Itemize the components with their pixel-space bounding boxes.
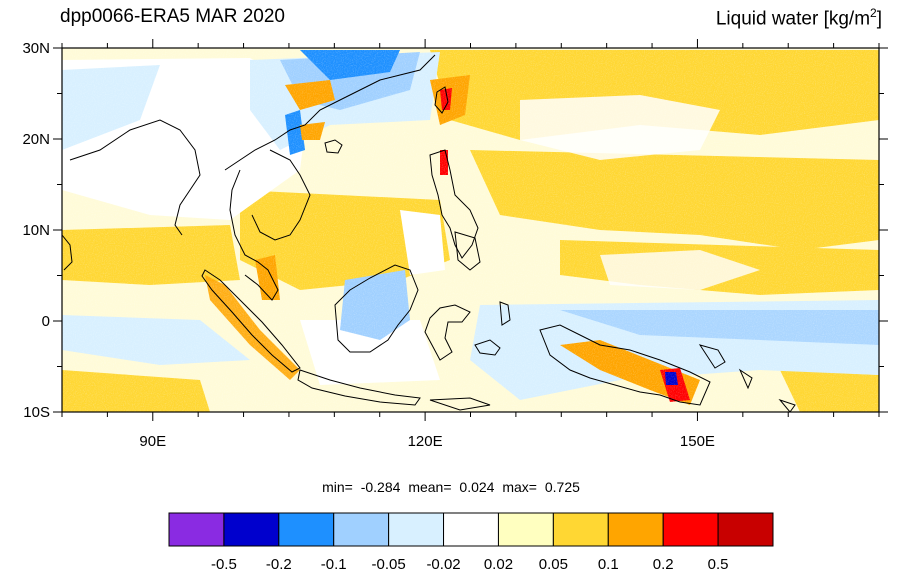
colorbar-label: 0.02 [484, 556, 513, 573]
colorbar-swatch [333, 512, 390, 547]
colorbar-swatch [717, 512, 774, 547]
colorbar-label: -0.1 [321, 556, 347, 573]
colorbar-swatch [662, 512, 719, 547]
colorbar-label: -0.02 [426, 556, 460, 573]
colorbar-swatch [552, 512, 609, 547]
colorbar-swatch [278, 512, 335, 547]
colorbar [168, 512, 774, 547]
colorbar-label: -0.05 [372, 556, 406, 573]
colorbar-labels: -0.5 -0.2 -0.1 -0.05 -0.02 0.02 0.05 0.1 0.2 0.5 [211, 556, 729, 573]
lat-tick-label: 0 [42, 313, 50, 330]
max-value: 0.725 [544, 479, 580, 495]
field-statistics: min= -0.284 mean= 0.024 max= 0.725 [0, 479, 902, 495]
max-label: max= [502, 479, 537, 495]
min-label: min= [322, 479, 353, 495]
colorbar-swatch [223, 512, 280, 547]
coastlines [62, 54, 796, 412]
colorbar-swatch [388, 512, 445, 547]
lat-tick-label: 10N [22, 222, 50, 239]
colorbar-swatch [168, 512, 225, 547]
lon-tick-label: 120E [408, 433, 443, 450]
colorbar-label: -0.2 [266, 556, 292, 573]
lat-tick-label: 10S [23, 404, 50, 421]
colorbar-swatch [443, 512, 499, 547]
colorbar-label: 0.2 [653, 556, 674, 573]
colorbar-swatch [497, 512, 554, 547]
min-value: -0.284 [360, 479, 401, 495]
map-title: dpp0066-ERA5 MAR 2020 [60, 6, 285, 27]
axis-ticks [53, 39, 888, 421]
lon-tick-label: 150E [680, 433, 715, 450]
variable-title: Liquid water [kg/m2] [715, 6, 882, 30]
colorbar-swatch [607, 512, 664, 547]
axis-tick-labels: 30N 20N 10N 0 10S 90E 120E 150E [22, 40, 714, 450]
lat-tick-label: 30N [22, 40, 50, 57]
colorbar-label: 0.1 [598, 556, 619, 573]
lat-tick-label: 20N [22, 131, 50, 148]
mean-label: mean= [408, 479, 452, 495]
colorbar-label: 0.05 [539, 556, 568, 573]
colorbar-label: -0.5 [211, 556, 237, 573]
liquid-water-field [62, 48, 879, 412]
mean-value: 0.024 [459, 479, 495, 495]
lon-tick-label: 90E [139, 433, 166, 450]
colorbar-label: 0.5 [708, 556, 729, 573]
